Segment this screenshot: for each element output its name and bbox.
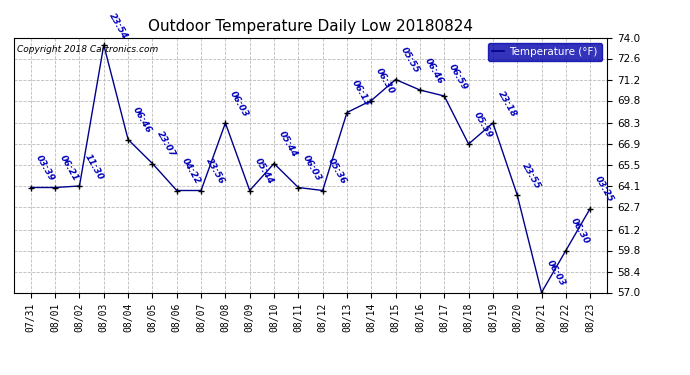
Text: 06:46: 06:46 [131,106,153,135]
Text: 23:56: 23:56 [204,157,226,186]
Text: 06:21: 06:21 [58,154,80,183]
Text: 06:03: 06:03 [228,89,250,118]
Text: 06:13: 06:13 [350,79,372,108]
Text: 23:18: 23:18 [496,89,518,118]
Text: 05:55: 05:55 [399,46,421,75]
Text: 23:54: 23:54 [107,11,129,40]
Text: 05:59: 05:59 [471,110,493,140]
Text: 06:03: 06:03 [544,259,566,288]
Text: 04:22: 04:22 [179,157,201,186]
Text: 06:03: 06:03 [302,154,324,183]
Text: 03:39: 03:39 [34,154,56,183]
Text: Copyright 2018 Cartronics.com: Copyright 2018 Cartronics.com [17,45,158,54]
Text: 23:55: 23:55 [520,161,542,190]
Legend: Temperature (°F): Temperature (°F) [488,43,602,61]
Text: 05:44: 05:44 [277,130,299,159]
Text: 23:07: 23:07 [155,130,177,159]
Text: 05:36: 05:36 [326,157,348,186]
Text: 03:25: 03:25 [593,175,615,204]
Text: 06:46: 06:46 [423,56,445,86]
Text: 06:30: 06:30 [374,67,396,96]
Text: 06:30: 06:30 [569,217,591,246]
Title: Outdoor Temperature Daily Low 20180824: Outdoor Temperature Daily Low 20180824 [148,18,473,33]
Text: 05:44: 05:44 [253,157,275,186]
Text: 11:30: 11:30 [82,152,104,182]
Text: 06:59: 06:59 [447,62,469,92]
